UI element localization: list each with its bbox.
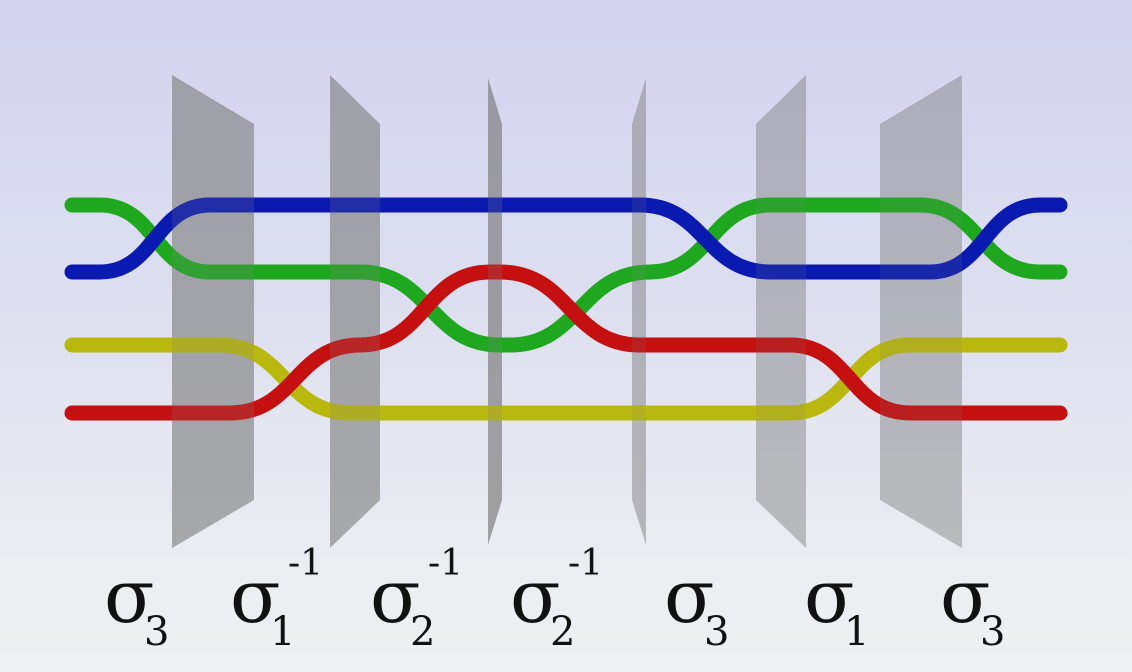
plane-1-overlay	[172, 75, 254, 548]
strand-yellow	[64, 337, 1068, 421]
strands-layer	[64, 197, 1068, 421]
plane-3-overlay	[488, 78, 502, 545]
generator-exponent: -1	[568, 543, 604, 584]
generator-label-1: σ 3	[104, 560, 169, 652]
planes-front-layer	[172, 75, 962, 548]
strand-blue	[64, 197, 1068, 280]
plane-5-overlay	[756, 75, 806, 548]
generator-index: 1	[270, 609, 296, 655]
plane-4-overlay	[632, 78, 646, 545]
generator-symbol: σ	[370, 554, 421, 640]
plane-6-overlay	[880, 75, 962, 548]
generator-symbol: σ	[230, 554, 281, 640]
generator-index: 1	[844, 609, 870, 655]
plane-3	[488, 78, 502, 545]
strand-red	[64, 264, 1068, 421]
generator-index: 2	[550, 609, 576, 655]
generator-index: 3	[704, 609, 730, 655]
plane-2	[330, 75, 380, 548]
generator-label-7: σ 3	[940, 560, 1005, 652]
plane-1	[172, 75, 254, 548]
plane-4	[632, 78, 646, 545]
generator-symbol: σ	[104, 554, 155, 640]
generator-index: 3	[144, 609, 170, 655]
plane-6	[880, 75, 962, 548]
generator-index: 2	[410, 609, 436, 655]
generator-label-6: σ 1	[804, 560, 869, 652]
generator-label-5: σ 3	[664, 560, 729, 652]
planes-layer	[172, 75, 962, 548]
plane-2-overlay	[330, 75, 380, 548]
generator-exponent: -1	[288, 543, 324, 584]
generator-label-4: σ 2 -1	[510, 546, 603, 653]
generator-symbol: σ	[940, 554, 991, 640]
generator-symbol: σ	[804, 554, 855, 640]
generator-exponent: -1	[428, 543, 464, 584]
generator-index: 3	[980, 609, 1006, 655]
generator-label-3: σ 2 -1	[370, 546, 463, 653]
generator-label-2: σ 1 -1	[230, 546, 323, 653]
generator-symbol: σ	[510, 554, 561, 640]
plane-5	[756, 75, 806, 548]
generator-symbol: σ	[664, 554, 715, 640]
